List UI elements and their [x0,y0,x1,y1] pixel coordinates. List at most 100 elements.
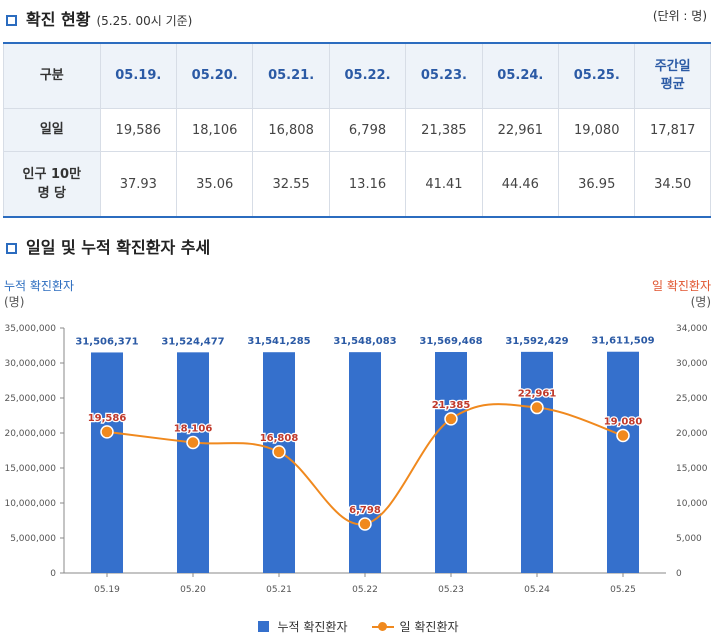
x-tick-label: 05.22 [352,585,378,595]
bar [607,351,639,573]
column-header: 05.21. [252,42,330,109]
right-axis-title: 일 확진환자 [652,279,711,293]
x-tick-label: 05.19 [94,585,120,595]
daily-point [358,517,372,531]
table-cell: 13.16 [328,151,407,218]
daily-value-label: 6,798 [349,505,381,516]
table-cell: 6,798 [328,108,407,152]
right-axis-unit: (명) [691,295,711,309]
right-tick-label: 34,000 [676,324,708,334]
table-cell: 41.41 [405,151,483,218]
bar-value-label: 31,506,371 [75,336,138,347]
status-table: 구분 05.19. 05.20. 05.21. 05.22. 05.23. 05.24. 05… [3,42,711,218]
unit-note: (단위 : 명) [652,9,707,23]
daily-value-label: 21,385 [432,400,471,411]
daily-value-label: 18,106 [174,424,213,435]
daily-value-label: 19,586 [88,413,127,424]
legend-label: 누적 확진환자 [277,620,348,634]
bar-value-label: 31,524,477 [161,336,224,347]
daily-point [100,425,114,439]
table-cell: 36.95 [558,151,636,218]
table-cell: 21,385 [405,108,483,152]
chart-legend: 누적 확진환자 일 확진환자 [0,618,717,635]
line-marker-icon [371,621,394,632]
bar [263,352,295,573]
column-header: 05.25. [558,42,636,109]
right-tick-label: 30,000 [676,359,708,369]
right-tick-label: 10,000 [676,499,708,509]
daily-value-label: 22,961 [518,389,557,400]
column-header: 주간일 평균 [634,42,711,109]
left-tick-label: 20,000,000 [4,429,56,439]
bar-value-label: 31,569,468 [419,336,482,347]
table-cell: 19,586 [99,108,178,152]
table-cell: 22,961 [481,108,560,152]
table-cell: 16,808 [252,108,330,152]
left-tick-label: 10,000,000 [4,499,56,509]
daily-point [616,428,630,443]
section-title: 확진 현황 [26,10,91,29]
square-bullet-icon [6,15,17,26]
bar [177,352,209,573]
column-header: 05.23. [405,42,483,109]
right-tick-label: 15,000 [676,464,708,474]
right-tick-label: 0 [676,569,682,579]
table-cell: 44.46 [481,151,560,218]
legend-item-daily: 일 확진환자 [371,618,459,635]
left-axis-unit: (명) [4,295,24,309]
table-cell: 37.93 [99,151,178,218]
left-tick-label: 30,000,000 [4,359,56,369]
x-tick-label: 05.24 [524,585,550,595]
left-tick-label: 15,000,000 [4,464,56,474]
left-tick-label: 25,000,000 [4,394,56,404]
row-header: 일일 [3,108,101,152]
x-tick-label: 05.23 [438,585,464,595]
bar-value-label: 31,611,509 [591,336,654,347]
bar-value-label: 31,548,083 [333,336,396,347]
trend-chart: 누적 확진환자 (명) 일 확진환자 (명) 0 5,000,000 10,000,000 1… [4,279,711,595]
square-bullet-icon [6,243,17,254]
x-tick-label: 05.20 [180,585,206,595]
section-header-status: 확진 현황 (5.25. 00시 기준) [6,6,192,30]
bar [349,352,381,573]
daily-point [530,400,544,415]
column-header: 05.19. [99,42,178,109]
bar [435,352,467,573]
table-cell: 17,817 [634,108,711,152]
bar-value-label: 31,541,285 [247,336,310,347]
column-header: 05.20. [175,42,254,109]
right-tick-label: 5,000 [676,534,702,544]
column-header-category: 구분 [3,42,101,109]
table-cell: 35.06 [175,151,254,218]
bar [91,352,123,573]
left-tick-label: 5,000,000 [10,534,56,544]
right-tick-label: 25,000 [676,394,708,404]
section-subtitle: (5.25. 00시 기준) [96,14,193,28]
daily-point [444,412,458,426]
bar-value-label: 31,592,429 [505,336,568,347]
left-tick-label: 0 [50,569,56,579]
bar-swatch-icon [258,621,270,632]
table-row-per-100k: 인구 10만 명 당 37.93 35.06 32.55 13.16 41.41 44.46 3… [3,151,711,218]
daily-point [272,445,286,459]
table-cell: 34.50 [634,151,711,218]
table-cell: 18,106 [175,108,254,152]
left-tick-label: 35,000,000 [4,324,56,334]
row-header: 인구 10만 명 당 [3,151,101,218]
section-header-trend: 일일 및 누적 확진환자 추세 [6,234,210,258]
daily-value-label: 16,808 [260,433,299,444]
daily-point [186,435,200,450]
table-cell: 32.55 [252,151,330,218]
table-header-row: 구분 05.19. 05.20. 05.21. 05.22. 05.23. 05.24. 05… [3,42,711,109]
left-axis-title: 누적 확진환자 [4,279,74,293]
daily-value-label: 19,080 [604,417,643,428]
column-header: 05.24. [481,42,560,109]
legend-item-cumulative: 누적 확진환자 [258,618,348,635]
table-cell: 19,080 [558,108,636,152]
legend-label: 일 확진환자 [399,620,459,634]
table-row-daily: 일일 19,586 18,106 16,808 6,798 21,385 22,961 19,… [3,108,711,152]
bar [521,351,553,573]
x-tick-label: 05.21 [266,585,292,595]
x-tick-label: 05.25 [610,585,636,595]
section-title: 일일 및 누적 확진환자 추세 [26,238,211,257]
